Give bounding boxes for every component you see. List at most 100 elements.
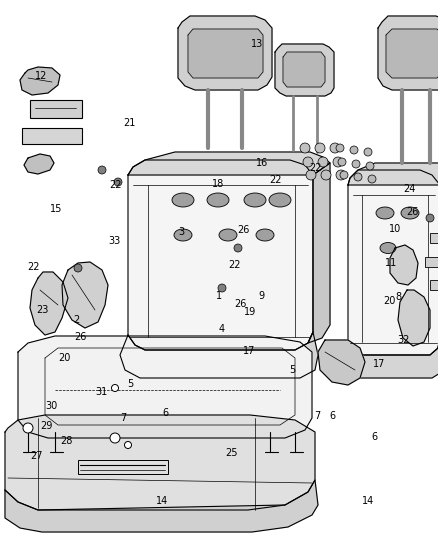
Text: 22: 22 xyxy=(270,175,282,185)
Text: 24: 24 xyxy=(403,184,416,194)
Text: 25: 25 xyxy=(225,448,237,458)
Ellipse shape xyxy=(219,229,237,241)
Polygon shape xyxy=(5,415,315,510)
Text: 11: 11 xyxy=(385,258,397,268)
Circle shape xyxy=(354,173,362,181)
Text: 13: 13 xyxy=(251,39,263,49)
Text: 26: 26 xyxy=(234,299,246,309)
Text: 10: 10 xyxy=(389,224,401,234)
Circle shape xyxy=(321,170,331,180)
Text: 17: 17 xyxy=(373,359,385,369)
Circle shape xyxy=(318,157,328,167)
Polygon shape xyxy=(283,52,325,87)
Circle shape xyxy=(234,244,242,252)
Text: 20: 20 xyxy=(383,296,395,306)
Polygon shape xyxy=(348,163,438,185)
Text: 14: 14 xyxy=(362,496,374,506)
Text: 33: 33 xyxy=(109,237,121,246)
Text: 16: 16 xyxy=(256,158,268,167)
Text: 14: 14 xyxy=(156,496,168,506)
Polygon shape xyxy=(24,154,54,174)
Polygon shape xyxy=(128,152,330,175)
Text: 6: 6 xyxy=(162,408,169,418)
Circle shape xyxy=(98,166,106,174)
Circle shape xyxy=(426,214,434,222)
Polygon shape xyxy=(378,16,438,90)
Circle shape xyxy=(124,441,131,448)
Polygon shape xyxy=(128,160,313,350)
Text: 22: 22 xyxy=(109,181,121,190)
Polygon shape xyxy=(398,290,430,346)
Text: 26: 26 xyxy=(237,225,249,235)
Text: 3: 3 xyxy=(179,227,185,237)
Circle shape xyxy=(74,264,82,272)
Polygon shape xyxy=(348,170,438,355)
Bar xyxy=(30,100,82,118)
Polygon shape xyxy=(318,340,365,385)
Circle shape xyxy=(364,148,372,156)
Circle shape xyxy=(330,143,340,153)
Text: 6: 6 xyxy=(371,432,378,442)
Bar xyxy=(78,460,168,474)
Circle shape xyxy=(350,146,358,154)
Text: 23: 23 xyxy=(37,305,49,315)
Ellipse shape xyxy=(269,193,291,207)
Circle shape xyxy=(306,170,316,180)
Circle shape xyxy=(112,384,119,392)
Circle shape xyxy=(340,171,348,179)
Circle shape xyxy=(338,158,346,166)
Text: 2: 2 xyxy=(74,315,80,325)
Text: 15: 15 xyxy=(50,205,62,214)
Text: 12: 12 xyxy=(35,71,48,80)
Bar xyxy=(22,128,82,144)
Circle shape xyxy=(366,162,374,170)
Text: 5: 5 xyxy=(127,379,134,389)
Polygon shape xyxy=(340,337,438,378)
Polygon shape xyxy=(390,245,418,285)
Bar xyxy=(430,280,438,290)
Text: 30: 30 xyxy=(46,401,58,411)
Polygon shape xyxy=(178,16,272,90)
Polygon shape xyxy=(62,262,108,328)
Circle shape xyxy=(23,423,33,433)
Circle shape xyxy=(218,284,226,292)
Circle shape xyxy=(110,433,120,443)
Text: 7: 7 xyxy=(314,411,321,421)
Circle shape xyxy=(315,143,325,153)
Polygon shape xyxy=(30,272,68,335)
Circle shape xyxy=(368,175,376,183)
Ellipse shape xyxy=(401,207,419,219)
Text: 5: 5 xyxy=(290,366,296,375)
Text: 17: 17 xyxy=(243,346,255,356)
Text: 26: 26 xyxy=(406,207,419,217)
Text: 31: 31 xyxy=(95,387,108,397)
Circle shape xyxy=(336,144,344,152)
Text: 32: 32 xyxy=(398,335,410,345)
Circle shape xyxy=(352,160,360,168)
Polygon shape xyxy=(188,29,263,78)
Text: 27: 27 xyxy=(30,451,42,461)
Polygon shape xyxy=(275,44,334,96)
Ellipse shape xyxy=(256,229,274,241)
Text: 22: 22 xyxy=(228,261,240,270)
Ellipse shape xyxy=(172,193,194,207)
Ellipse shape xyxy=(207,193,229,207)
Polygon shape xyxy=(5,480,318,532)
Polygon shape xyxy=(120,332,318,378)
Circle shape xyxy=(114,178,122,186)
Ellipse shape xyxy=(376,207,394,219)
Text: 19: 19 xyxy=(244,307,256,317)
Text: 22: 22 xyxy=(27,262,39,271)
Bar xyxy=(425,257,438,267)
Text: 4: 4 xyxy=(218,325,224,334)
Text: 20: 20 xyxy=(58,353,71,363)
Ellipse shape xyxy=(244,193,266,207)
Text: 18: 18 xyxy=(212,179,224,189)
Text: 29: 29 xyxy=(41,422,53,431)
Text: 21: 21 xyxy=(124,118,136,127)
Ellipse shape xyxy=(380,243,396,254)
Text: 9: 9 xyxy=(258,291,265,301)
Circle shape xyxy=(303,157,313,167)
Text: 1: 1 xyxy=(216,291,222,301)
Circle shape xyxy=(336,170,346,180)
